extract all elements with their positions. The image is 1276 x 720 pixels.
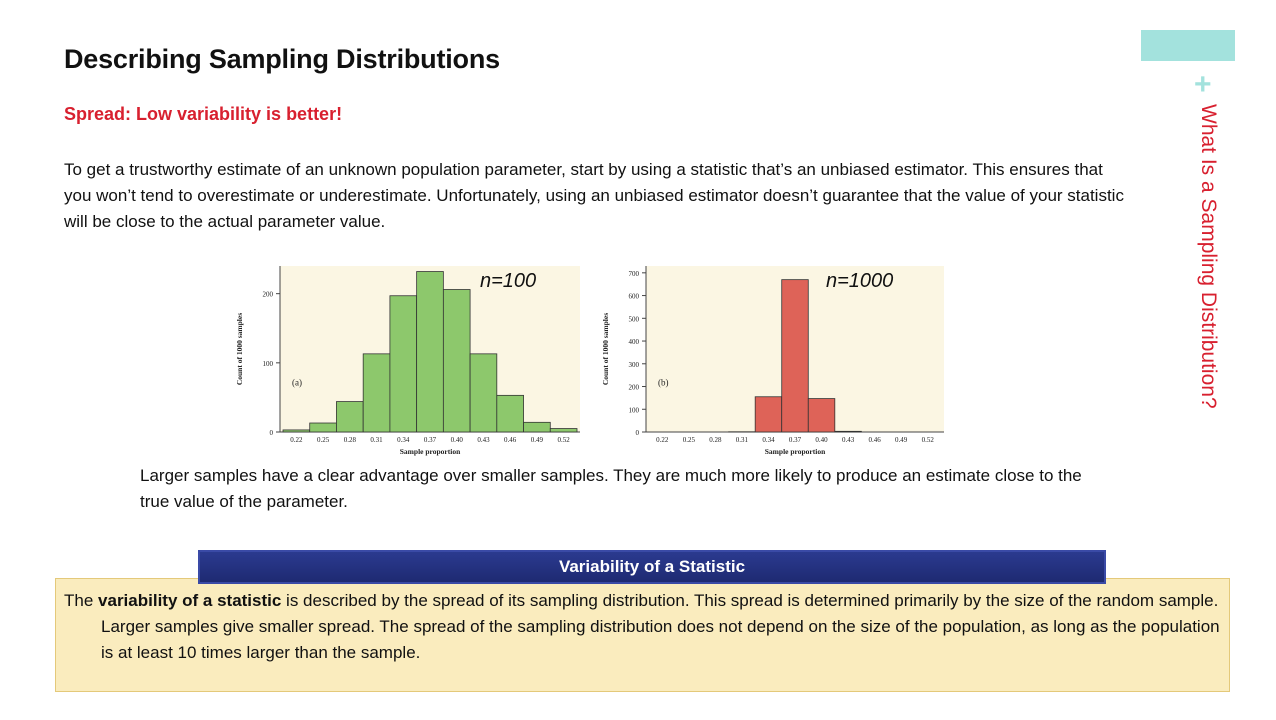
x-tick-label: 0.40 bbox=[815, 436, 828, 444]
y-tick-label: 0 bbox=[636, 429, 640, 437]
bar-0.52 bbox=[549, 428, 578, 433]
definition-text: The variability of a statistic is descri… bbox=[64, 588, 1224, 666]
x-tick-label: 0.49 bbox=[531, 436, 544, 444]
y-tick-label: 300 bbox=[629, 361, 640, 369]
x-tick-label: 0.25 bbox=[317, 436, 330, 444]
x-tick-label: 0.52 bbox=[558, 436, 571, 444]
x-tick-label: 0.37 bbox=[424, 436, 437, 444]
x-tick-label: 0.49 bbox=[895, 436, 908, 444]
bar-0.37 bbox=[416, 271, 444, 433]
y-tick-label: 400 bbox=[629, 338, 640, 346]
n1000-label: n=1000 bbox=[826, 270, 894, 292]
panel-label: (a) bbox=[292, 378, 302, 388]
x-tick-label: 0.40 bbox=[451, 436, 464, 444]
bar-0.22 bbox=[282, 429, 311, 433]
bar-0.37 bbox=[781, 279, 809, 433]
histogram-n1000: 0 100 200 300 400 500 600 700 0.22 0.25 0.28 0.31 0.… bbox=[601, 266, 944, 456]
y-tick-label: 700 bbox=[629, 270, 640, 278]
bar-0.46 bbox=[496, 394, 524, 433]
x-tick-label: 0.43 bbox=[842, 436, 855, 444]
n100-label: n=100 bbox=[480, 270, 537, 292]
x-tick-label: 0.22 bbox=[656, 436, 669, 444]
bar-0.34 bbox=[754, 396, 783, 433]
bar-0.28 bbox=[336, 401, 364, 433]
intro-paragraph: To get a trustworthy estimate of an unkn… bbox=[64, 160, 1124, 231]
histogram-n100: 0 100 200 0.22 0.25 0.28 0.31 0.34 0.37 0.40 0.43 0… bbox=[235, 266, 580, 456]
slide-title: Describing Sampling Distributions bbox=[64, 44, 500, 74]
chart-caption: Larger samples have a clear advantage ov… bbox=[140, 466, 1082, 511]
x-tick-label: 0.46 bbox=[869, 436, 882, 444]
y-axis-label: Count of 1000 samples bbox=[235, 313, 244, 385]
y-tick-label: 100 bbox=[629, 406, 640, 414]
definition-term: variability of a statistic bbox=[98, 591, 282, 610]
definition-lead: The bbox=[64, 591, 99, 610]
definition-header: Variability of a Statistic bbox=[198, 550, 1106, 584]
x-tick-label: 0.28 bbox=[344, 436, 357, 444]
x-tick-label: 0.34 bbox=[762, 436, 775, 444]
y-tick-label: 200 bbox=[629, 384, 640, 392]
x-tick-label: 0.46 bbox=[504, 436, 517, 444]
x-tick-label: 0.34 bbox=[397, 436, 410, 444]
x-tick-label: 0.31 bbox=[736, 436, 749, 444]
bar-0.25 bbox=[309, 422, 337, 433]
definition-body: is described by the spread of its sampli… bbox=[101, 591, 1220, 662]
bar-0.31 bbox=[362, 353, 391, 433]
x-tick-label: 0.37 bbox=[789, 436, 802, 444]
y-tick-label: 600 bbox=[629, 293, 640, 301]
y-tick-label: 200 bbox=[263, 291, 274, 299]
definition-box bbox=[55, 578, 1230, 692]
panel-label: (b) bbox=[658, 378, 669, 388]
section-title-vertical: What Is a Sampling Distribution? bbox=[1197, 104, 1220, 409]
slide-subtitle: Spread: Low variability is better! bbox=[64, 104, 343, 124]
bar-0.34 bbox=[389, 295, 418, 433]
x-tick-label: 0.43 bbox=[477, 436, 490, 444]
bar-0.40 bbox=[442, 289, 471, 433]
x-tick-label: 0.52 bbox=[922, 436, 935, 444]
bar-0.43 bbox=[469, 353, 498, 433]
x-tick-label: 0.22 bbox=[290, 436, 303, 444]
accent-bar bbox=[1141, 30, 1235, 61]
x-axis-label: Sample proportion bbox=[400, 447, 461, 456]
plus-icon: + bbox=[1194, 68, 1212, 101]
x-axis-label: Sample proportion bbox=[765, 447, 826, 456]
y-tick-label: 0 bbox=[270, 429, 274, 437]
bar-0.49 bbox=[523, 421, 551, 433]
x-tick-label: 0.28 bbox=[709, 436, 722, 444]
x-tick-label: 0.25 bbox=[683, 436, 696, 444]
y-axis-label: Count of 1000 samples bbox=[601, 313, 610, 385]
x-tick-label: 0.31 bbox=[370, 436, 383, 444]
y-tick-label: 500 bbox=[629, 315, 640, 323]
bar-0.40 bbox=[807, 398, 836, 433]
y-tick-label: 100 bbox=[263, 360, 274, 368]
bar-0.43 bbox=[834, 430, 862, 433]
